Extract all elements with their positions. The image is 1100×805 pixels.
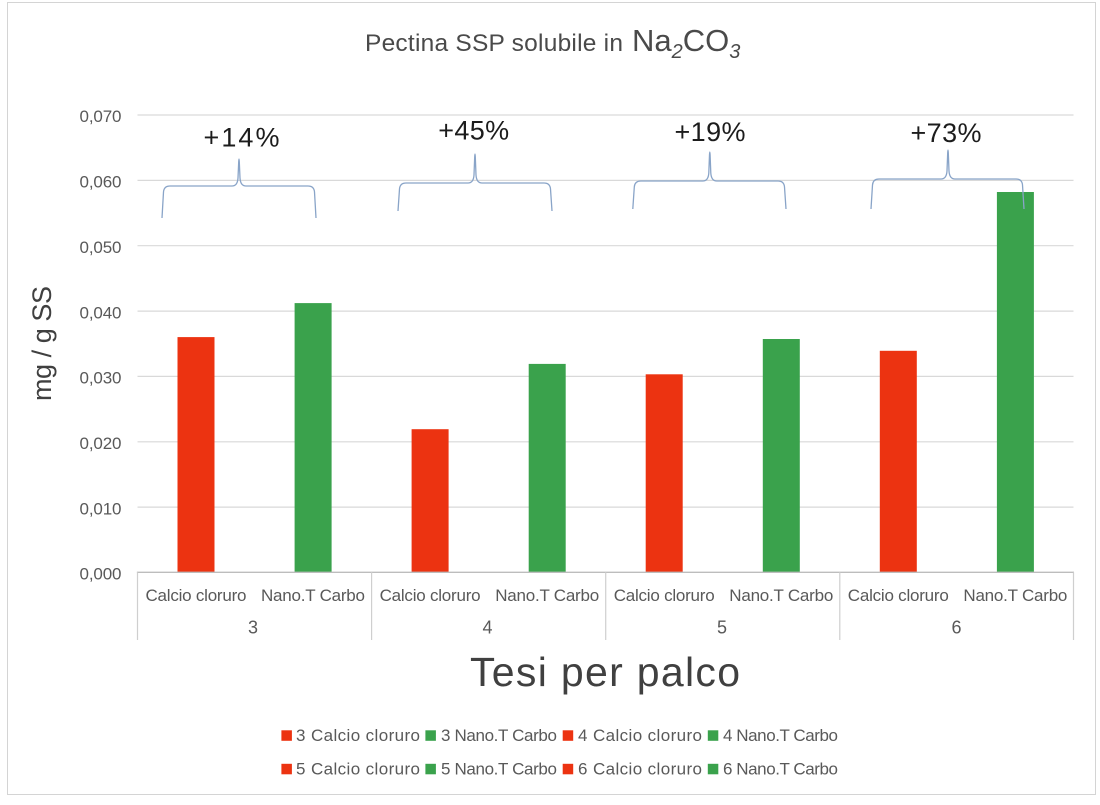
svg-text:Nano.T Carbo: Nano.T Carbo <box>261 586 365 605</box>
svg-text:Calcio cloruro: Calcio cloruro <box>614 586 715 605</box>
svg-text:Nano.T Carbo: Nano.T Carbo <box>495 586 599 605</box>
svg-text:+45%: +45% <box>438 116 509 146</box>
svg-text:5 Calcio cloruro: 5 Calcio cloruro <box>296 760 420 779</box>
svg-text:+14%: +14% <box>204 123 280 153</box>
svg-text:5: 5 <box>717 618 727 638</box>
svg-text:Calcio cloruro: Calcio cloruro <box>380 586 481 605</box>
svg-text:6 Calcio cloruro: 6 Calcio cloruro <box>578 760 702 779</box>
svg-text:6 Nano.T Carbo: 6 Nano.T Carbo <box>723 760 838 779</box>
svg-text:4 Calcio cloruro: 4 Calcio cloruro <box>578 726 702 745</box>
svg-text:+19%: +19% <box>675 117 746 147</box>
svg-text:0,040: 0,040 <box>80 303 122 322</box>
svg-text:0,050: 0,050 <box>80 238 122 257</box>
svg-text:Pectina SSP solubile in: Pectina SSP solubile in <box>365 30 623 57</box>
svg-text:0,020: 0,020 <box>80 434 122 453</box>
svg-text:mg / g SS: mg / g SS <box>27 286 57 401</box>
svg-text:3 Calcio cloruro: 3 Calcio cloruro <box>296 726 420 745</box>
svg-text:+73%: +73% <box>911 118 982 148</box>
svg-text:4: 4 <box>482 618 492 638</box>
svg-text:0,070: 0,070 <box>80 107 122 126</box>
svg-text:6: 6 <box>951 618 961 638</box>
svg-text:0,030: 0,030 <box>80 369 122 388</box>
svg-text:4 Nano.T Carbo: 4 Nano.T Carbo <box>723 726 838 745</box>
svg-text:5 Nano.T Carbo: 5 Nano.T Carbo <box>441 760 557 779</box>
svg-text:Tesi per palco: Tesi per palco <box>470 649 740 695</box>
svg-text:3 Nano.T Carbo: 3 Nano.T Carbo <box>441 726 557 745</box>
svg-text:3: 3 <box>248 618 258 638</box>
svg-text:Na2CO3: Na2CO3 <box>632 23 740 63</box>
svg-text:0,010: 0,010 <box>80 499 122 518</box>
svg-text:Calcio cloruro: Calcio cloruro <box>848 586 949 605</box>
svg-text:0,060: 0,060 <box>80 173 122 192</box>
svg-text:Nano.T Carbo: Nano.T Carbo <box>963 586 1067 605</box>
svg-text:0,000: 0,000 <box>80 565 122 584</box>
svg-text:Nano.T Carbo: Nano.T Carbo <box>729 586 833 605</box>
svg-text:Calcio cloruro: Calcio cloruro <box>146 586 247 605</box>
